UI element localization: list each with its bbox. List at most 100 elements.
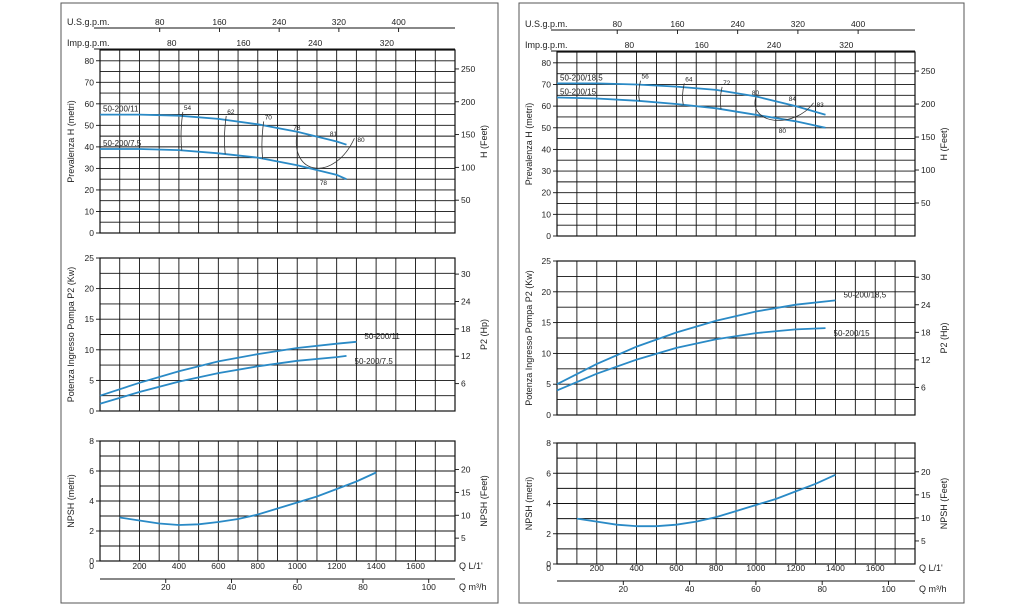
power-ytick-label: 20: [85, 284, 95, 294]
lpm-tick-label: 400: [172, 561, 186, 571]
power-y2tick-label: 6: [461, 379, 466, 389]
head-y2tick-label: 250: [921, 66, 935, 76]
m3h-tick-label: 20: [161, 582, 171, 592]
m3h-tick-label: 40: [685, 584, 695, 594]
usgpm-tick-label: 320: [791, 19, 805, 29]
power-ytick-label: 5: [89, 375, 94, 385]
power-ytick-label: 25: [85, 253, 95, 263]
head-ytick-label: 70: [85, 77, 95, 87]
lpm-tick-label: 400: [629, 563, 643, 573]
efficiency-label: 80: [779, 128, 787, 135]
power-y2tick-label: 24: [921, 300, 931, 310]
impgpm-tick-label: 80: [625, 40, 635, 50]
impgpm-tick-label: 160: [236, 38, 250, 48]
npsh-ytick-label: 2: [546, 529, 551, 539]
npsh-y2tick-label: 10: [921, 513, 931, 523]
power-ytick-label: 15: [85, 314, 95, 324]
power-ytick-label: 20: [542, 287, 552, 297]
head-series-line-1: [556, 96, 826, 129]
lpm-tick-label: 200: [590, 563, 604, 573]
power-series-line-0: [556, 299, 836, 386]
head-ytick-label: 40: [85, 142, 95, 152]
head-y2tick-label: 250: [461, 64, 475, 74]
efficiency-label: 81: [330, 131, 338, 138]
usgpm-tick-label: 240: [272, 17, 286, 27]
head-y2label: H (Feet): [939, 127, 949, 160]
usgpm-tick-label: 240: [731, 19, 745, 29]
power-y2label: P2 (Hp): [479, 319, 489, 350]
npsh-ytick-label: 4: [546, 499, 551, 509]
head-y2tick-label: 50: [921, 198, 931, 208]
head-ytick-label: 50: [542, 123, 552, 133]
power-ytick-label: 0: [89, 406, 94, 416]
m3h-tick-label: 60: [751, 584, 761, 594]
npsh-ylabel: NPSH (metri): [524, 477, 534, 531]
lpm-tick-label: 600: [669, 563, 683, 573]
m3h-tick-label: 100: [881, 584, 895, 594]
npsh-ylabel: NPSH (metri): [66, 474, 76, 528]
power-series-line-1: [99, 355, 347, 405]
efficiency-label: 70: [265, 114, 273, 121]
lpm-zero-label: 0: [89, 561, 94, 571]
head-series-line-0: [100, 113, 347, 146]
power-ytick-label: 10: [85, 345, 95, 355]
impgpm-tick-label: 80: [167, 38, 177, 48]
power-series-label: 50-200/18,5: [843, 290, 886, 299]
efficiency-label: 78: [293, 125, 301, 132]
npsh-ytick-label: 0: [89, 556, 94, 566]
power-y2tick-label: 6: [921, 382, 926, 392]
impgpm-tick-label: 320: [839, 40, 853, 50]
efficiency-label: 56: [642, 74, 650, 81]
m3h-tick-label: 60: [292, 582, 302, 592]
head-ytick-label: 40: [542, 144, 552, 154]
npsh-ytick-label: 2: [89, 526, 94, 536]
power-y2label: P2 (Hp): [939, 322, 949, 353]
usgpm-tick-label: 400: [851, 19, 865, 29]
usgpm-tick-label: 80: [155, 17, 165, 27]
power-ylabel: Potenza Ingresso Pompa P2 (Kw): [66, 267, 76, 403]
impgpm-tick-label: 240: [308, 38, 322, 48]
head-series-label: 50-200/15: [560, 87, 597, 96]
npsh-ytick-label: 8: [546, 438, 551, 448]
head-subplot: 0 10 20 30 40 50 60 70 80 50 100 150 200 250 Prevalenz…: [524, 51, 949, 241]
efficiency-line: [261, 121, 265, 159]
usgpm-axis-label: U.S.g.p.m.: [525, 19, 568, 29]
npsh-subplot: 0 2 4 6 8 5 10 15 20 NPSH (metri) NPSH (Feet): [524, 438, 949, 569]
head-ytick-label: 60: [85, 99, 95, 109]
npsh-y2tick-label: 20: [461, 465, 471, 475]
lpm-zero-label: 0: [546, 563, 551, 573]
usgpm-tick-label: 400: [392, 17, 406, 27]
head-series-label: 50-200/18,5: [560, 73, 603, 82]
lpm-tick-label: 800: [709, 563, 723, 573]
head-y2tick-label: 150: [921, 132, 935, 142]
power-y2tick-label: 18: [921, 327, 931, 337]
efficiency-label: 84: [789, 96, 797, 103]
power-subplot: 0 5 10 15 20 25 6 12 18 24 30 Potenza Ingresso Pomp…: [66, 253, 489, 416]
power-ytick-label: 5: [546, 379, 551, 389]
power-series-label: 50-200/11: [364, 332, 400, 341]
head-ytick-label: 20: [85, 185, 95, 195]
impgpm-tick-label: 160: [695, 40, 709, 50]
power-y2tick-label: 12: [461, 351, 471, 361]
efficiency-line: [224, 115, 227, 155]
efficiency-label: 80: [752, 90, 760, 97]
head-ytick-label: 0: [546, 231, 551, 241]
head-ytick-label: 10: [542, 209, 552, 219]
head-y2tick-label: 100: [461, 162, 475, 172]
m3h-tick-label: 20: [619, 584, 629, 594]
head-series-label: 50-200/11: [103, 105, 139, 114]
power-ytick-label: 15: [542, 318, 552, 328]
head-series-line-0: [557, 82, 826, 116]
usgpm-axis-label: U.S.g.p.m.: [67, 17, 110, 27]
power-y2tick-label: 30: [921, 272, 931, 282]
m3h-tick-label: 80: [358, 582, 368, 592]
npsh-y2label: NPSH (Feet): [939, 478, 949, 530]
head-ytick-label: 0: [89, 228, 94, 238]
usgpm-tick-label: 160: [212, 17, 226, 27]
lpm-tick-label: 1000: [746, 563, 765, 573]
power-ylabel: Potenza Ingresso Pompa P2 (Kw): [524, 270, 534, 406]
npsh-y2tick-label: 15: [921, 490, 931, 500]
usgpm-tick-label: 160: [670, 19, 684, 29]
lpm-tick-label: 1400: [367, 561, 386, 571]
